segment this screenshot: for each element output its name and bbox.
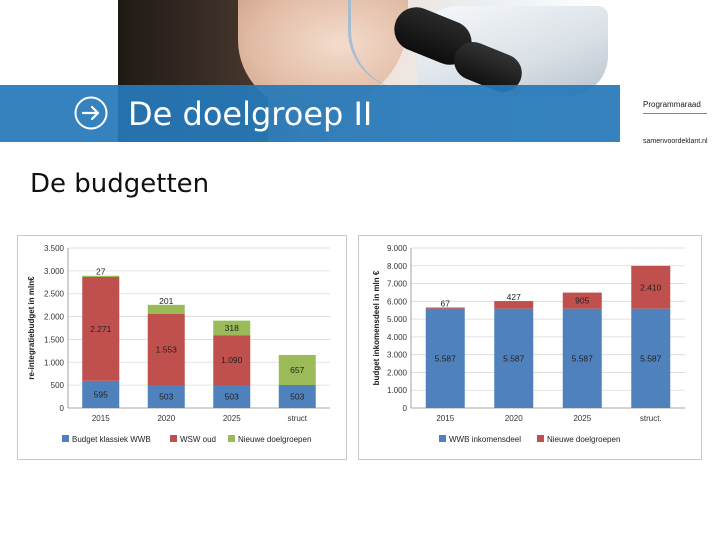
y-tick-label: 9.000 (387, 244, 408, 253)
y-axis-label: budget inkomensdeel in mln € (372, 270, 381, 385)
y-tick-label: 500 (51, 381, 65, 390)
bar-segment (147, 314, 185, 386)
legend-swatch (62, 435, 69, 442)
bar-segment (278, 354, 316, 386)
bar-segment (82, 275, 120, 277)
data-label: 2.410 (640, 282, 662, 292)
x-tick-label: struct. (640, 414, 662, 423)
legend-swatch (170, 435, 177, 442)
bar-segment (494, 308, 534, 408)
data-label: 503 (225, 392, 239, 402)
y-tick-label: 0 (403, 404, 408, 413)
chart-reintegration-budget: 0 500 1.000 1.500 2.000 2.500 3.000 3.500 re-int… (17, 235, 347, 460)
bar-segment (562, 292, 602, 309)
data-label: 1.553 (156, 345, 178, 355)
slide-title: De doelgroep II (128, 95, 373, 133)
y-tick-label: 4.000 (387, 333, 408, 342)
legend-label: Budget klassiek WWB (72, 435, 151, 444)
bar-segment (213, 320, 251, 336)
bar-segment (278, 385, 316, 408)
logo-url: samenvoordeklant.nl (643, 138, 708, 145)
slide-subtitle: De budgetten (30, 169, 210, 199)
x-tick-label: 2020 (157, 414, 175, 423)
y-tick-label: 3.000 (387, 351, 408, 360)
x-tick-label: 2015 (436, 414, 454, 423)
data-label: 27 (96, 267, 106, 277)
legend-label: Nieuwe doelgroepen (238, 435, 311, 444)
header-photo (118, 0, 608, 142)
y-tick-label: 6.000 (387, 297, 408, 306)
bar-segment (213, 385, 251, 408)
logo-name: Programmaraad (643, 100, 701, 109)
chart-income-budget: 0 1.000 2.000 3.000 4.000 5.000 6.000 7.000 8.00… (358, 235, 702, 460)
bar-segment (631, 265, 671, 309)
photo-mask (348, 0, 451, 90)
y-tick-label: 1.000 (387, 386, 408, 395)
y-tick-label: 2.500 (44, 290, 65, 299)
header-banner (0, 0, 720, 142)
data-label: 1.090 (221, 355, 243, 365)
y-tick-label: 3.000 (44, 267, 65, 276)
bar-segment (425, 307, 465, 309)
y-tick-label: 8.000 (387, 262, 408, 271)
y-tick-label: 5.000 (387, 315, 408, 324)
x-tick-label: 2025 (223, 414, 241, 423)
data-label: 5.587 (572, 353, 594, 363)
y-tick-label: 2.000 (44, 313, 65, 322)
legend-swatch (228, 435, 235, 442)
data-label: 427 (507, 292, 521, 302)
bar-segment (631, 308, 671, 408)
bar-segment (562, 308, 602, 408)
data-label: 503 (159, 392, 173, 402)
x-tick-label: struct (287, 414, 307, 423)
data-label: 503 (290, 392, 304, 402)
x-tick-label: 2015 (92, 414, 110, 423)
y-tick-label: 1.500 (44, 335, 65, 344)
y-tick-label: 2.000 (387, 368, 408, 377)
data-label: 5.587 (640, 353, 662, 363)
bar-segment (147, 304, 185, 315)
x-tick-label: 2025 (573, 414, 591, 423)
data-label: 201 (159, 296, 173, 306)
bar-segment (147, 385, 185, 408)
data-label: 67 (441, 298, 451, 308)
data-label: 657 (290, 365, 304, 375)
y-axis-label: re-integratiebudget in mln€ (27, 276, 36, 380)
data-label: 5.587 (503, 353, 525, 363)
data-label: 5.587 (435, 353, 457, 363)
bar-segment (82, 380, 120, 408)
y-tick-label: 7.000 (387, 280, 408, 289)
logo-divider (643, 113, 707, 114)
legend-swatch (537, 435, 544, 442)
bar-segment (213, 335, 251, 386)
y-tick-label: 3.500 (44, 244, 65, 253)
bar-segment (425, 308, 465, 408)
data-label: 595 (94, 389, 108, 399)
data-label: 318 (225, 323, 239, 333)
bar-segment (494, 301, 534, 309)
legend-label: WWB inkomensdeel (449, 435, 521, 444)
legend-label: WSW oud (180, 435, 216, 444)
bar-segment (82, 276, 120, 381)
arrow-right-circle-icon (74, 96, 108, 130)
legend-label: Nieuwe doelgroepen (547, 435, 620, 444)
data-label: 2.271 (90, 324, 112, 334)
title-bar (0, 85, 620, 142)
legend-swatch (439, 435, 446, 442)
data-label: 905 (575, 296, 589, 306)
y-tick-label: 0 (60, 404, 65, 413)
x-tick-label: 2020 (505, 414, 523, 423)
y-tick-label: 1.000 (44, 358, 65, 367)
